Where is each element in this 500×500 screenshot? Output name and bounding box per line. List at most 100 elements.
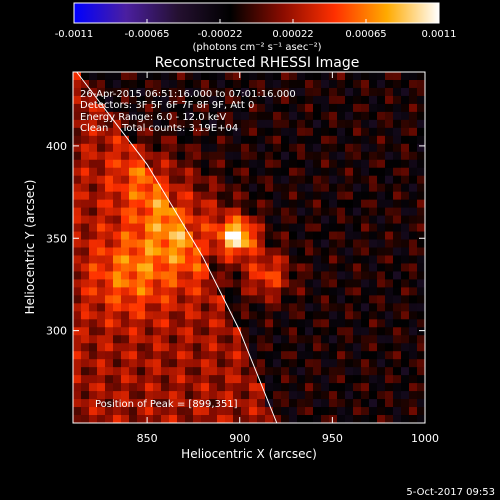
x-axis-ticks: 850 900 950 1000 <box>137 72 439 445</box>
heatmap-cell <box>401 279 410 288</box>
heatmap-cell <box>393 295 402 304</box>
heatmap-cell <box>145 335 154 344</box>
heatmap-cell <box>305 95 314 105</box>
heatmap-cell <box>137 87 146 97</box>
heatmap-cell <box>129 239 138 248</box>
heatmap-cell <box>297 223 306 232</box>
heatmap-cell <box>337 191 346 201</box>
x-tick-label: 900 <box>229 432 250 445</box>
heatmap-cell <box>169 255 178 264</box>
heatmap-cell <box>313 175 322 185</box>
heatmap-cell <box>161 159 170 169</box>
heatmap-cell <box>169 239 178 248</box>
heatmap-cell <box>353 135 362 145</box>
heatmap-cell <box>81 335 90 344</box>
heatmap-cell <box>353 343 362 352</box>
heatmap-cell <box>185 167 194 177</box>
heatmap-cell <box>145 87 154 97</box>
heatmap-cell <box>297 271 306 280</box>
heatmap-cell <box>353 247 362 256</box>
heatmap-cell <box>353 383 362 392</box>
heatmap-cell <box>145 255 154 264</box>
heatmap-cell <box>273 247 282 256</box>
heatmap-cell <box>169 143 178 153</box>
heatmap-cell <box>105 391 114 400</box>
heatmap-cell <box>185 399 194 408</box>
heatmap-cell <box>193 239 202 248</box>
heatmap-cell <box>177 135 186 145</box>
heatmap-cell <box>369 199 378 209</box>
heatmap-cell <box>217 72 226 81</box>
heatmap-cell <box>297 391 306 400</box>
heatmap-cell <box>305 167 314 177</box>
heatmap-cell <box>329 399 338 408</box>
heatmap-cell <box>153 119 162 129</box>
heatmap-cell <box>209 351 218 360</box>
heatmap-cell <box>153 103 162 113</box>
heatmap-cell <box>169 151 178 161</box>
heatmap-cell <box>265 207 274 216</box>
heatmap-cell <box>249 183 258 193</box>
y-tick-label: 350 <box>46 232 67 245</box>
heatmap-cell <box>241 287 250 296</box>
heatmap-cell <box>225 311 234 320</box>
heatmap-cell <box>417 319 426 328</box>
heatmap-cell <box>281 79 290 89</box>
heatmap-cell <box>177 263 186 272</box>
heatmap-cell <box>257 327 266 336</box>
heatmap-cell <box>321 407 330 416</box>
heatmap-cell <box>97 359 106 368</box>
heatmap-cell <box>105 415 114 424</box>
heatmap-cell <box>297 351 306 360</box>
heatmap-cell <box>385 287 394 296</box>
heatmap-cell <box>401 343 410 352</box>
heatmap-cell <box>305 407 314 416</box>
heatmap-cell <box>217 311 226 320</box>
heatmap-cell <box>289 143 298 153</box>
heatmap-cell <box>81 167 90 177</box>
heatmap-cell <box>297 215 306 224</box>
heatmap-cell <box>217 247 226 256</box>
heatmap-cell <box>97 111 106 121</box>
heatmap-cell <box>185 311 194 320</box>
heatmap-cell <box>209 367 218 376</box>
heatmap-cell <box>97 175 106 185</box>
heatmap-cell <box>313 271 322 280</box>
heatmap-cell <box>329 319 338 328</box>
heatmap-cell <box>281 279 290 288</box>
heatmap-cell <box>225 271 234 280</box>
heatmap-cell <box>273 415 282 424</box>
heatmap-cell <box>169 72 178 81</box>
heatmap-cell <box>329 287 338 296</box>
heatmap-cell <box>233 231 242 240</box>
heatmap-cell <box>201 239 210 248</box>
heatmap-cell <box>273 183 282 193</box>
heatmap-cell <box>233 399 242 408</box>
heatmap-cell <box>321 263 330 272</box>
heatmap-cell <box>105 231 114 240</box>
heatmap-cell <box>417 183 426 193</box>
heatmap-cell <box>89 343 98 352</box>
heatmap-cell <box>385 199 394 209</box>
heatmap-cell <box>217 87 226 97</box>
heatmap-cell <box>169 79 178 89</box>
heatmap-cell <box>401 223 410 232</box>
heatmap-cell <box>361 223 370 232</box>
heatmap-cell <box>201 135 210 145</box>
heatmap-cell <box>113 415 122 424</box>
heatmap-cell <box>177 311 186 320</box>
heatmap-cell <box>121 127 130 137</box>
heatmap-cell <box>281 127 290 137</box>
heatmap-cell <box>401 79 410 89</box>
heatmap-cell <box>201 343 210 352</box>
colorbar-tick-label: 0.00065 <box>345 29 386 40</box>
heatmap-cell <box>257 72 266 81</box>
heatmap-cell <box>225 223 234 232</box>
heatmap-cell <box>185 183 194 193</box>
heatmap-cell <box>145 143 154 153</box>
heatmap-cell <box>177 367 186 376</box>
heatmap-cell <box>185 327 194 336</box>
heatmap-cell <box>249 367 258 376</box>
heatmap-cell <box>257 295 266 304</box>
heatmap-cell <box>369 391 378 400</box>
